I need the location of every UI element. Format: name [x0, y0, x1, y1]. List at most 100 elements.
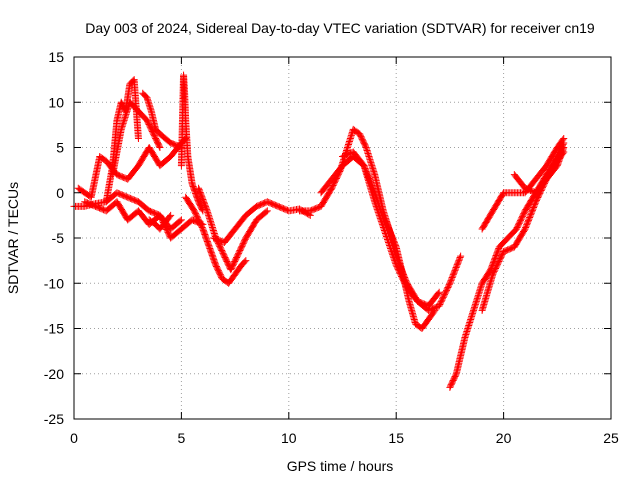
data-point: [383, 220, 391, 228]
data-point: [388, 233, 396, 241]
data-point: [530, 202, 538, 210]
y-axis-label: SDTVAR / TECUs: [5, 182, 21, 294]
data-point: [385, 224, 393, 232]
data-points: [70, 71, 568, 391]
data-point: [382, 231, 390, 239]
series-sat-b: [74, 134, 190, 201]
x-tick-label: 25: [603, 430, 619, 446]
data-point: [383, 219, 391, 227]
series-sat-h: [177, 71, 207, 215]
data-point: [263, 207, 271, 215]
data-point: [262, 208, 270, 216]
data-point: [389, 236, 397, 244]
series-sat-g: [145, 211, 175, 233]
data-point: [385, 239, 393, 247]
data-point: [392, 242, 400, 250]
y-tick-label: -5: [52, 230, 65, 246]
x-tick-label: 15: [388, 430, 404, 446]
data-point: [453, 262, 461, 270]
tick-labels: 0 5 10 15 20 25 -25 -20 -15 -10 -5 0 5 10 15: [44, 49, 619, 446]
data-point: [431, 306, 439, 314]
data-point: [449, 272, 457, 280]
data-point: [434, 290, 442, 298]
data-point: [241, 258, 249, 266]
data-point: [375, 211, 383, 219]
data-point: [528, 206, 536, 214]
data-point: [166, 213, 174, 221]
x-axis-label: GPS time / hours: [287, 458, 394, 474]
y-tick-label: 10: [48, 94, 64, 110]
data-point: [372, 202, 380, 210]
data-point: [522, 224, 530, 232]
data-point: [387, 229, 395, 237]
data-point: [526, 212, 534, 220]
data-point: [167, 211, 175, 219]
data-point: [374, 207, 382, 215]
data-point: [371, 199, 379, 207]
data-point: [391, 240, 399, 248]
data-point: [381, 216, 389, 224]
data-point: [452, 265, 460, 273]
data-point: [531, 199, 539, 207]
data-point: [559, 140, 567, 148]
data-point: [446, 278, 454, 286]
data-point: [452, 264, 460, 272]
data-point: [528, 208, 536, 216]
data-point: [446, 279, 454, 287]
chart-title: Day 003 of 2024, Sidereal Day-to-day VTE…: [85, 20, 595, 36]
y-tick-label: -20: [44, 366, 64, 382]
data-point: [375, 210, 383, 218]
data-point: [452, 371, 460, 379]
data-point: [242, 257, 250, 265]
data-point: [435, 288, 443, 296]
data-point: [523, 219, 531, 227]
data-point: [391, 239, 399, 247]
data-point: [521, 225, 529, 233]
x-tick-label: 20: [496, 430, 512, 446]
data-point: [450, 268, 458, 276]
data-point: [380, 226, 388, 234]
data-point: [387, 230, 395, 238]
data-point: [373, 204, 381, 212]
data-point: [381, 229, 389, 237]
data-point: [177, 216, 185, 224]
data-point: [525, 215, 533, 223]
y-tick-label: 0: [56, 185, 64, 201]
data-point: [448, 274, 456, 282]
data-point: [527, 211, 535, 219]
data-point: [390, 237, 398, 245]
series-sat-k: [210, 198, 314, 247]
x-tick-label: 5: [178, 430, 186, 446]
grid-lines: [74, 57, 611, 419]
y-tick-label: 5: [56, 140, 64, 156]
data-point: [430, 308, 438, 316]
series-sat-c: [109, 98, 164, 179]
data-point: [448, 275, 456, 283]
y-tick-label: 15: [48, 49, 64, 65]
data-point: [456, 255, 464, 263]
data-point: [447, 276, 455, 284]
y-tick-label: -25: [44, 411, 64, 427]
data-point: [456, 254, 464, 262]
data-point: [372, 201, 380, 209]
data-point: [527, 209, 535, 217]
data-point: [376, 213, 384, 221]
data-point: [376, 214, 384, 222]
data-point: [176, 217, 184, 225]
data-point: [529, 205, 537, 213]
data-point: [361, 142, 369, 150]
data-point: [389, 234, 397, 242]
data-point: [203, 205, 211, 213]
data-point: [385, 240, 393, 248]
data-point: [451, 266, 459, 274]
data-point: [522, 222, 530, 230]
series-sat-s: [510, 139, 568, 197]
data-point: [381, 228, 389, 236]
data-point: [445, 281, 453, 289]
data-point: [384, 223, 392, 231]
data-point: [382, 232, 390, 240]
data-point: [457, 252, 465, 260]
data-point: [454, 258, 462, 266]
data-point: [386, 227, 394, 235]
